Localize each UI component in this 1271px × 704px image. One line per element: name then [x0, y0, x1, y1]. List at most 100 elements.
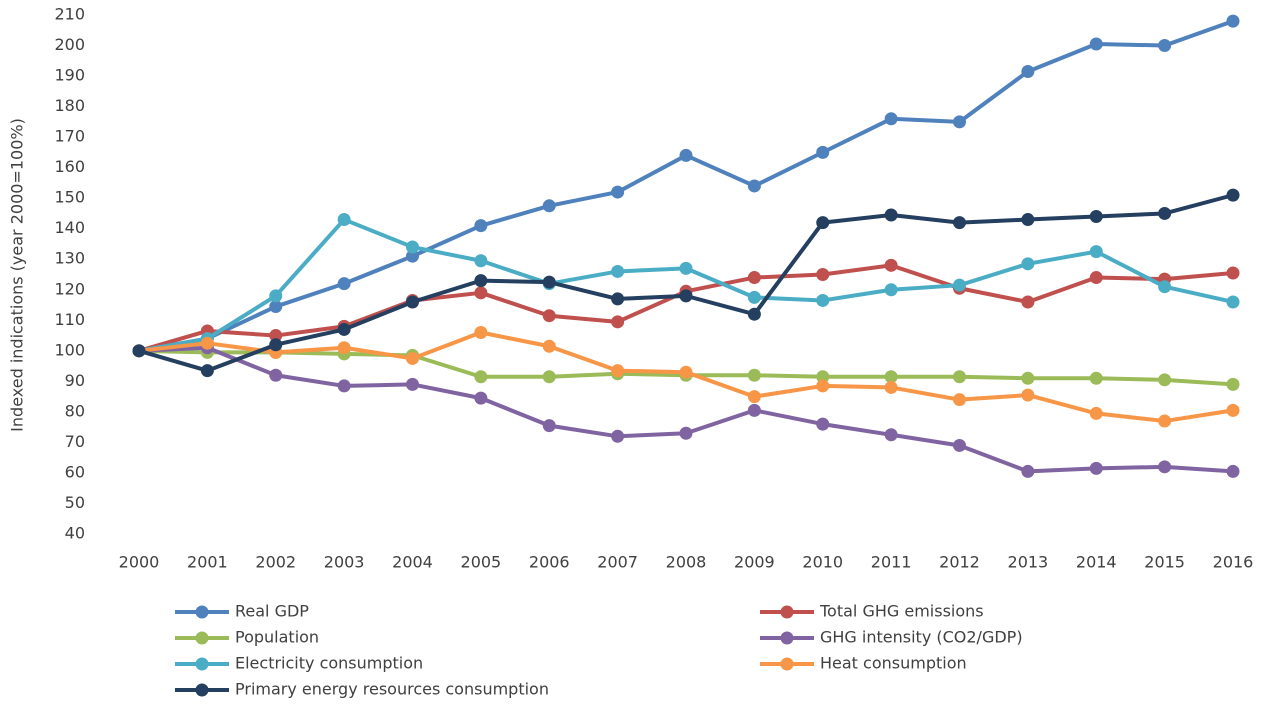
x-tick-label: 2005	[461, 553, 502, 572]
data-point	[1021, 388, 1035, 402]
x-tick-label: 2011	[871, 553, 912, 572]
y-tick-label: 160	[54, 157, 85, 176]
x-tick-label: 2006	[529, 553, 570, 572]
x-tick-label: 2016	[1213, 553, 1254, 572]
x-tick-label: 2012	[939, 553, 980, 572]
data-point	[816, 417, 830, 431]
y-tick-label: 50	[65, 493, 85, 512]
legend-marker	[195, 657, 209, 671]
data-point	[474, 274, 488, 288]
data-point	[1089, 37, 1103, 51]
data-point	[474, 326, 488, 340]
data-point	[1158, 373, 1172, 387]
x-tick-label: 2001	[187, 553, 228, 572]
data-point	[884, 428, 898, 442]
data-point	[679, 148, 693, 162]
data-point	[884, 258, 898, 272]
y-tick-label: 80	[65, 401, 85, 420]
y-tick-label: 210	[54, 5, 85, 24]
data-point	[1226, 464, 1240, 478]
data-point	[406, 351, 419, 365]
data-point	[542, 419, 556, 433]
data-point	[1021, 213, 1035, 227]
data-point	[1089, 406, 1103, 420]
data-point	[1158, 280, 1172, 294]
data-point	[406, 295, 419, 309]
y-axis-label: Indexed indications (year 2000=100%)	[8, 118, 27, 432]
data-point	[474, 254, 488, 268]
data-point	[200, 336, 214, 350]
data-point	[679, 261, 693, 275]
data-point	[747, 179, 761, 193]
data-point	[337, 379, 351, 393]
data-point	[542, 339, 556, 353]
legend-label: GHG intensity (CO2/GDP)	[820, 628, 1023, 647]
series-line	[138, 193, 1234, 373]
data-point	[1021, 464, 1035, 478]
y-tick-label: 100	[54, 340, 85, 359]
x-tick-label: 2003	[324, 553, 365, 572]
data-point	[816, 379, 830, 393]
data-point	[474, 391, 488, 405]
data-point	[884, 283, 898, 297]
data-point	[1089, 371, 1103, 385]
data-point	[611, 264, 625, 278]
y-tick-label: 180	[54, 96, 85, 115]
data-point	[884, 112, 898, 126]
data-point	[132, 344, 146, 358]
data-point	[679, 426, 693, 440]
data-point	[474, 219, 488, 233]
data-point	[747, 368, 761, 382]
data-point	[953, 370, 966, 384]
y-tick-label: 170	[54, 127, 85, 146]
legend-label: Heat consumption	[820, 654, 967, 673]
legend-marker	[780, 631, 794, 645]
data-point	[611, 292, 625, 306]
data-point	[269, 329, 283, 343]
y-tick-label: 40	[65, 524, 85, 543]
data-point	[542, 370, 556, 384]
data-point	[1226, 377, 1240, 391]
data-point	[816, 216, 830, 230]
data-point	[816, 293, 830, 307]
data-point	[269, 338, 283, 352]
y-tick-label: 130	[54, 249, 85, 268]
x-tick-label: 2013	[1008, 553, 1049, 572]
data-point	[747, 390, 761, 404]
data-point	[611, 315, 625, 329]
legend-marker	[780, 657, 794, 671]
y-tick-label: 90	[65, 371, 85, 390]
data-point	[406, 377, 419, 391]
x-tick-label: 2000	[119, 553, 160, 572]
data-point	[200, 364, 214, 378]
data-point	[337, 341, 351, 355]
y-tick-label: 200	[54, 35, 85, 54]
x-tick-label: 2009	[734, 553, 775, 572]
data-point	[884, 370, 898, 384]
data-point	[474, 370, 488, 384]
data-point	[953, 438, 966, 452]
x-tick-label: 2007	[597, 553, 638, 572]
data-point	[1226, 188, 1240, 202]
data-point	[884, 208, 898, 222]
data-point	[679, 289, 693, 303]
data-point	[1021, 257, 1035, 271]
legend-label: Primary energy resources consumption	[235, 680, 549, 699]
data-point	[747, 403, 761, 417]
data-point	[1226, 403, 1240, 417]
legend-marker	[195, 605, 209, 619]
data-point	[1089, 271, 1103, 285]
data-point	[611, 429, 625, 443]
x-tick-label: 2014	[1076, 553, 1117, 572]
data-point	[474, 286, 488, 300]
legend-label: Population	[235, 628, 319, 647]
y-tick-label: 70	[65, 432, 85, 451]
data-point	[269, 300, 283, 314]
legend-label: Total GHG emissions	[819, 602, 984, 621]
data-point	[1226, 266, 1240, 280]
data-point	[1021, 295, 1035, 309]
data-point	[1226, 14, 1240, 28]
data-point	[884, 380, 898, 394]
data-point	[337, 213, 351, 227]
